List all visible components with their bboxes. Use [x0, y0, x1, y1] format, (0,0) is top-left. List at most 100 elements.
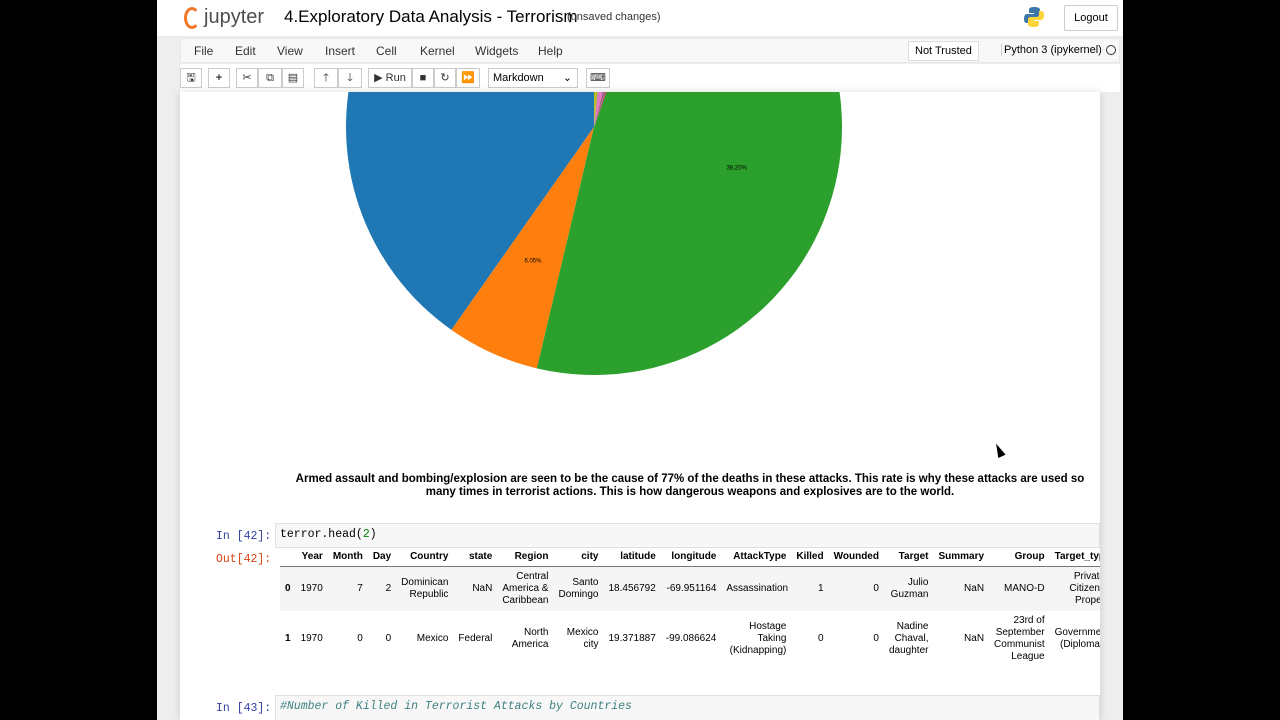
kernel-idle-icon [1106, 45, 1116, 55]
table-cell: 23rd of September Communist League [994, 615, 1045, 662]
table-row: 1 1970 0 0 Mexico Federal North America Mexico … [280, 611, 1100, 667]
menu-insert[interactable]: Insert [325, 44, 356, 58]
menu-edit[interactable]: Edit [235, 44, 256, 58]
code-text: terror.head( [280, 528, 363, 541]
column-header: longitude [660, 547, 722, 567]
header: jupyter 4.Exploratory Data Analysis - Te… [157, 0, 1123, 37]
keyboard-icon[interactable]: ⌨ [586, 68, 610, 88]
menu-help[interactable]: Help [538, 44, 563, 58]
stop-icon[interactable]: ■ [412, 68, 434, 88]
table-cell: NaN [964, 633, 985, 644]
table-cell: -69.951164 [660, 566, 722, 611]
table-cell: North America [511, 627, 549, 650]
python-logo-icon [1024, 7, 1044, 27]
table-cell: 1970 [295, 566, 328, 611]
copy-icon[interactable]: ⧉ [258, 68, 282, 88]
code-cell-42[interactable]: terror.head(2) [275, 523, 1100, 548]
toolbar: 🖫 + ✂ ⧉ ▤ 🡑 🡓 ▶ Run ■ ↻ ⏩ Markdown ⌄ ⌨ [180, 64, 1120, 92]
table-cell: Assassination [721, 566, 792, 611]
column-header: Day [367, 547, 397, 567]
paste-icon[interactable]: ▤ [282, 68, 304, 88]
menu-view[interactable]: View [277, 44, 303, 58]
not-trusted-button[interactable]: Not Trusted [908, 41, 979, 61]
menu-file[interactable]: File [194, 44, 214, 58]
table-cell: 0 [385, 633, 392, 644]
column-header: Wounded [828, 547, 884, 567]
table-cell: 7 [327, 566, 368, 611]
column-header: Group [989, 547, 1050, 567]
table-cell: Mexico [416, 633, 449, 644]
column-header: Target_typ [1049, 547, 1100, 567]
menu-kernel[interactable]: Kernel [420, 44, 455, 58]
column-header: city [553, 547, 604, 567]
pie-slice [346, 92, 594, 330]
column-header [280, 547, 296, 567]
column-header: Summary [933, 547, 990, 567]
table-cell: NaN [933, 566, 990, 611]
column-header: Year [295, 547, 328, 567]
jupyter-logo-icon [184, 6, 200, 29]
table-cell: 0 [357, 633, 363, 644]
pie-slice [594, 92, 603, 127]
restart-run-all-icon[interactable]: ⏩ [456, 68, 480, 88]
markdown-cell[interactable]: Armed assault and bombing/explosion are … [295, 473, 1085, 498]
pie-slice [594, 92, 598, 127]
table-cell: Santo Domingo [553, 566, 604, 611]
pie-slice [451, 127, 594, 369]
pie-chart: 6.05% 38.20% [346, 92, 842, 375]
column-header: Region [497, 547, 554, 567]
notebook-body: 6.05% 38.20% Armed assault and bombing/ex… [180, 92, 1100, 720]
table-cell: Central America & Caribbean [497, 566, 554, 611]
menu-cell[interactable]: Cell [376, 44, 397, 58]
table-cell: Nadine Chaval, daughter [888, 621, 929, 656]
table-cell: NaN [453, 566, 498, 611]
kernel-name[interactable]: Python 3 (ipykernel) [1001, 44, 1102, 56]
column-header: AttackType [721, 547, 792, 567]
in-prompt-42: In [42]: [216, 530, 272, 543]
cell-type-select[interactable]: Markdown ⌄ [488, 68, 578, 88]
out-prompt-42: Out[42]: [216, 553, 272, 566]
save-icon[interactable]: 🖫 [180, 68, 202, 88]
logo-text: jupyter [204, 6, 265, 28]
pie-slice-label: 6.05% [524, 259, 542, 265]
table-cell: 0 [280, 566, 296, 611]
column-header: latitude [603, 547, 661, 567]
notebook-title[interactable]: 4.Exploratory Data Analysis - Terrorism [284, 7, 578, 26]
run-label: Run [385, 72, 406, 84]
table-cell: 0 [873, 633, 879, 644]
column-header: Country [396, 547, 454, 567]
menubar: File Edit View Insert Cell Kernel Widget… [180, 38, 1120, 63]
code-cell-43[interactable]: #Number of Killed in Terrorist Attacks b… [275, 695, 1100, 720]
table-cell: 1 [791, 566, 829, 611]
table-cell: Mexico city [566, 627, 599, 650]
column-header: Killed [791, 547, 829, 567]
cut-icon[interactable]: ✂ [236, 68, 258, 88]
dataframe-output: Year Month Day Country state Region city latitu… [280, 547, 1100, 687]
table-cell: Private Citizens Proper [1049, 566, 1100, 611]
column-header: Month [327, 547, 368, 567]
cell-type-value: Markdown [493, 72, 544, 84]
table-cell: Governmen (Diplomati [1054, 627, 1100, 650]
table-cell: 1 [285, 633, 291, 644]
run-button[interactable]: ▶ Run [368, 68, 412, 88]
restart-icon[interactable]: ↻ [434, 68, 456, 88]
table-cell: 0 [828, 566, 884, 611]
column-header: Target [883, 547, 934, 567]
move-up-icon[interactable]: 🡑 [314, 68, 338, 88]
logout-button[interactable]: Logout [1064, 5, 1118, 31]
notebook-window: jupyter 4.Exploratory Data Analysis - Te… [157, 0, 1123, 720]
code-arg: 2 [362, 528, 370, 541]
add-cell-icon[interactable]: + [208, 68, 230, 88]
menu-widgets[interactable]: Widgets [475, 44, 519, 58]
column-header: state [453, 547, 498, 567]
table-cell: Hostage Taking (Kidnapping) [729, 621, 787, 656]
save-status: (unsaved changes) [567, 11, 661, 23]
table-cell: Julio Guzman [883, 566, 934, 611]
jupyter-logo[interactable]: jupyter [184, 6, 264, 29]
move-down-icon[interactable]: 🡓 [338, 68, 362, 88]
in-prompt-43: In [43]: [216, 702, 272, 715]
table-cell: 18.456792 [603, 566, 661, 611]
code-close: ) [369, 528, 377, 541]
pie-slice-label: 38.20% [726, 165, 747, 171]
table-cell: MANO-D [989, 566, 1050, 611]
